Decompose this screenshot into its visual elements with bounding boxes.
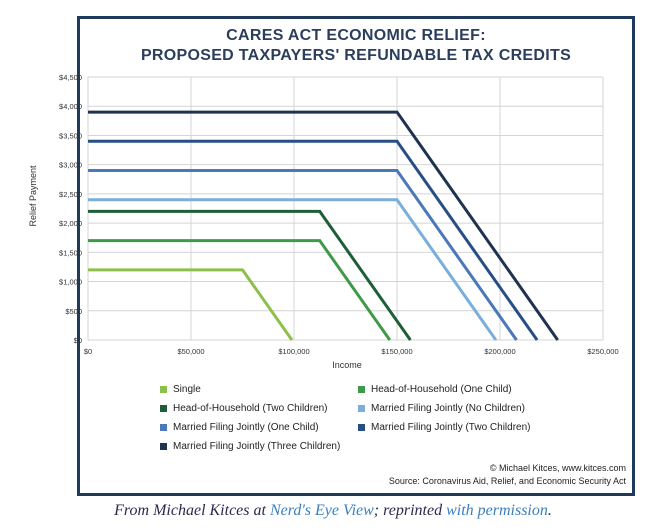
legend-label: Married Filing Jointly (Three Children) [173, 441, 341, 452]
source-credit: Source: Coronavirus Aid, Relief, and Eco… [388, 476, 626, 486]
x-tick-label: $250,000 [587, 347, 618, 356]
x-tick-label: $50,000 [177, 347, 204, 356]
legend-item: Married Filing Jointly (No Children) [358, 403, 525, 414]
x-tick-labels: $0 $50,000 $100,000 $150,000 $200,000 $250,00… [84, 347, 619, 356]
legend-swatch [358, 404, 365, 412]
grid-lines [87, 76, 604, 341]
legend-label: Married Filing Jointly (Two Children) [371, 422, 531, 433]
caption-text-3: . [547, 502, 552, 519]
x-axis-label: Income [332, 360, 362, 370]
legend-label: Single [173, 384, 201, 395]
legend-item: Head-of-Household (One Child) [358, 384, 512, 395]
legend-swatch [160, 423, 167, 431]
x-tick-label: $100,000 [278, 347, 309, 356]
y-tick-labels: $0 $500 $1,000 $1,500 $2,000 $2,500 $3,000 $3,5… [59, 73, 82, 345]
y-tick-label: $4,000 [59, 102, 82, 111]
permission-link[interactable]: with permission [446, 502, 548, 519]
nerds-eye-view-link[interactable]: Nerd's Eye View [269, 502, 374, 519]
series-line-3 [88, 209, 412, 341]
series-line-1 [88, 268, 294, 341]
legend-label: Head-of-Household (One Child) [371, 384, 512, 395]
series-lines [88, 110, 559, 341]
y-tick-label: $3,000 [59, 161, 82, 170]
x-tick-label: $200,000 [484, 347, 515, 356]
x-tick-label: $0 [84, 347, 92, 356]
y-tick-label: $2,500 [59, 190, 82, 199]
legend-item: Married Filing Jointly (One Child) [160, 422, 319, 433]
y-tick-label: $3,500 [59, 131, 82, 140]
chart-title-line-1: CARES ACT ECONOMIC RELIEF: [226, 27, 486, 44]
caption-text-1: From Michael Kitces at [114, 502, 270, 519]
series-line-2 [88, 239, 392, 341]
copyright-credit: © Michael Kitces, www.kitces.com [489, 463, 626, 473]
image-caption: From Michael Kitces at Nerd's Eye View; … [0, 502, 666, 520]
legend-label: Married Filing Jointly (One Child) [173, 422, 319, 433]
y-tick-label: $1,500 [59, 248, 82, 257]
chart-frame [77, 16, 635, 496]
chart-title-line-2: PROPOSED TAXPAYERS' REFUNDABLE TAX CREDI… [140, 47, 572, 64]
legend-swatch [160, 404, 167, 412]
series-line-4 [88, 198, 498, 341]
legend-swatch [358, 423, 365, 431]
legend-item: Single [160, 384, 201, 395]
y-tick-label: $500 [65, 307, 82, 316]
legend-label: Married Filing Jointly (No Children) [371, 403, 525, 414]
legend-swatch [358, 385, 365, 393]
chart-title: CARES ACT ECONOMIC RELIEF: PROPOSED TAXP… [77, 26, 635, 66]
legend-item: Married Filing Jointly (Two Children) [358, 422, 531, 433]
y-tick-label: $1,000 [59, 278, 82, 287]
series-line-5 [88, 169, 518, 341]
series-line-7 [88, 110, 559, 341]
legend-item: Married Filing Jointly (Three Children) [160, 441, 340, 452]
legend-label: Head-of-Household (Two Children) [173, 403, 328, 414]
legend-item: Head-of-Household (Two Children) [160, 403, 328, 414]
legend-swatch [160, 442, 167, 450]
y-axis-label: Relief Payment [28, 165, 38, 227]
caption-text-2: ; reprinted [373, 502, 447, 519]
y-tick-label: $2,000 [59, 219, 82, 228]
y-tick-label: $4,500 [59, 73, 82, 82]
y-tick-label: $0 [74, 336, 82, 345]
x-tick-label: $150,000 [381, 347, 412, 356]
legend-swatch [160, 385, 167, 393]
series-line-6 [88, 139, 539, 341]
